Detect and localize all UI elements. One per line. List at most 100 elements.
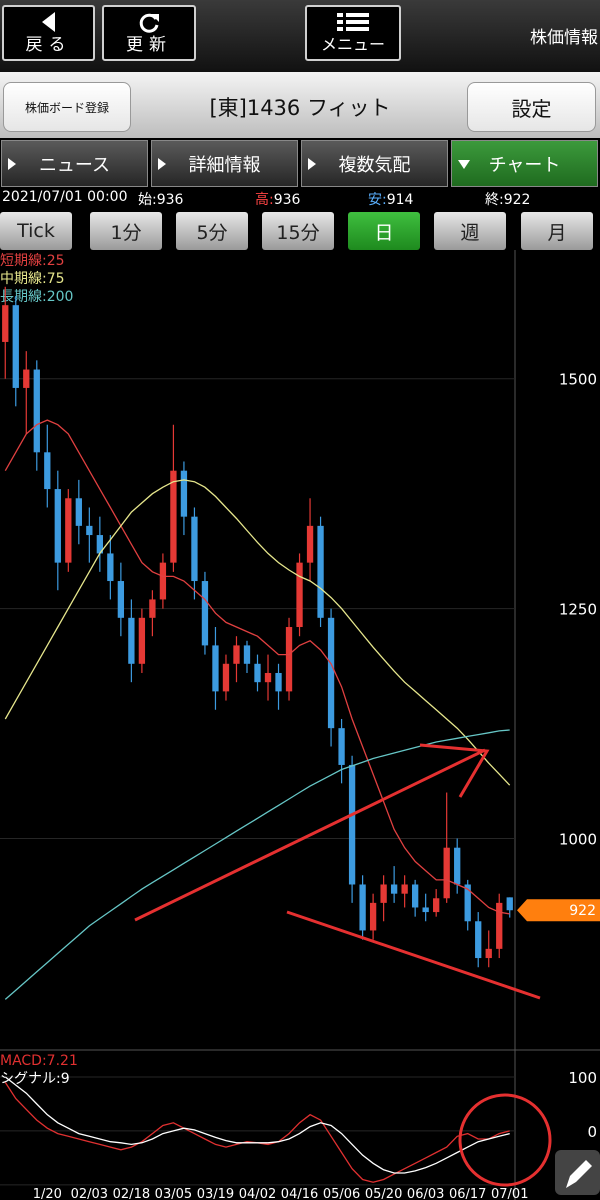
candle-body (107, 553, 114, 582)
tab-icon (308, 158, 316, 170)
candle-body (275, 672, 282, 692)
x-tick-label: 02/03 (71, 1187, 108, 1200)
annotation-arrow (419, 743, 490, 798)
tab-icon (458, 160, 470, 169)
low-value: 914 (386, 192, 414, 208)
series-line (4, 419, 510, 915)
back-label: 戻る (25, 35, 72, 55)
candle-body (65, 498, 72, 563)
candle-body (33, 369, 40, 453)
candle-body (359, 884, 366, 931)
back-button[interactable]: 戻る (2, 5, 95, 61)
settings-button[interactable]: 設定 (467, 82, 596, 132)
quote-close: 終:922 (485, 189, 530, 209)
x-tick-label: 04/02 (239, 1187, 276, 1200)
candle-body (128, 617, 135, 664)
candle-body (149, 599, 156, 618)
legend-entry: MACD:7.21 (0, 1053, 78, 1069)
period-button[interactable]: Tick (0, 212, 72, 250)
quote-low: 安:914 (368, 189, 413, 209)
candle-body (412, 884, 419, 908)
y-tick-label: 1500 (559, 371, 597, 389)
annotation-line (134, 748, 486, 922)
candle-body (191, 516, 198, 582)
y-tick-label: 1250 (559, 601, 597, 619)
screen-title: 株価情報 (530, 28, 598, 48)
candle-body (422, 907, 429, 913)
menu-button[interactable]: メニュー (305, 5, 401, 61)
candle-body (243, 645, 251, 664)
x-tick-label: 04/16 (281, 1187, 318, 1200)
refresh-icon (139, 13, 159, 33)
tab[interactable]: 詳細情報 (151, 140, 298, 187)
quote-open: 始:936 (138, 189, 183, 209)
x-tick-label: 02/18 (113, 1187, 150, 1200)
tab[interactable]: チャート (451, 140, 598, 187)
annotations (134, 743, 552, 1187)
series-line (4, 729, 510, 1000)
refresh-label: 更新 (126, 35, 172, 55)
x-tick-label: 05/06 (323, 1187, 360, 1200)
candle-body (317, 525, 324, 618)
candle-body (222, 663, 230, 692)
candle-body (12, 305, 19, 388)
register-button[interactable]: 株価ボード登録 (3, 82, 131, 132)
candle-body (390, 884, 398, 894)
back-icon (41, 12, 55, 32)
refresh-button[interactable]: 更新 (102, 5, 196, 61)
candle-body (44, 452, 51, 490)
tab-label: チャート (488, 154, 561, 176)
candle-body (264, 672, 272, 683)
candle-body (506, 897, 513, 911)
x-tick-label: 06/03 (407, 1187, 444, 1200)
candle-body (369, 902, 377, 931)
annotation-line (286, 910, 541, 1000)
candle-body (433, 898, 440, 913)
candle-body (86, 525, 93, 536)
menu-icon (337, 13, 369, 31)
quote-high: 高:936 (255, 189, 300, 209)
candle-body (285, 627, 293, 692)
close-label: 終: (485, 192, 504, 208)
candle-body (443, 847, 450, 899)
close-value: 922 (503, 192, 531, 208)
period-button[interactable]: 1分 (90, 212, 162, 250)
tab-label: 複数気配 (338, 154, 411, 176)
tab[interactable]: ニュース (1, 140, 148, 187)
tab-icon (8, 158, 16, 170)
series-line (4, 479, 511, 786)
high-value: 936 (273, 192, 301, 208)
quote-datetime: 2021/07/01 00:00 (2, 189, 128, 205)
edit-button[interactable] (555, 1150, 600, 1195)
low-label: 安: (368, 192, 387, 208)
candle-body (475, 921, 482, 959)
candle-body (485, 948, 492, 959)
candle-body (138, 617, 146, 664)
candle-body (348, 764, 356, 885)
tab-label: ニュース (38, 154, 111, 176)
candle-body (296, 562, 303, 628)
candle-body (96, 535, 103, 554)
candle-body (338, 728, 345, 765)
last-price-label: 922 (569, 903, 596, 919)
legend-entry: 長期線:200 (0, 289, 73, 305)
period-button[interactable]: 5分 (176, 212, 248, 250)
open-label: 始: (138, 192, 157, 208)
period-button[interactable]: 月 (521, 212, 593, 250)
last-price-tag (517, 899, 600, 922)
period-button[interactable]: 日 (348, 212, 420, 250)
period-button[interactable]: 15分 (262, 212, 334, 250)
candle-body (212, 645, 219, 692)
x-tick-label: 03/19 (197, 1187, 234, 1200)
menu-label: メニュー (320, 35, 385, 54)
period-button[interactable]: 週 (434, 212, 506, 250)
candle-body (401, 884, 408, 894)
tab[interactable]: 複数気配 (301, 140, 448, 187)
series-line (4, 1076, 510, 1174)
stock-name: [東]1436 フィット (209, 96, 391, 120)
x-tick-label: 06/17 (449, 1187, 486, 1200)
candle-body (454, 847, 461, 885)
